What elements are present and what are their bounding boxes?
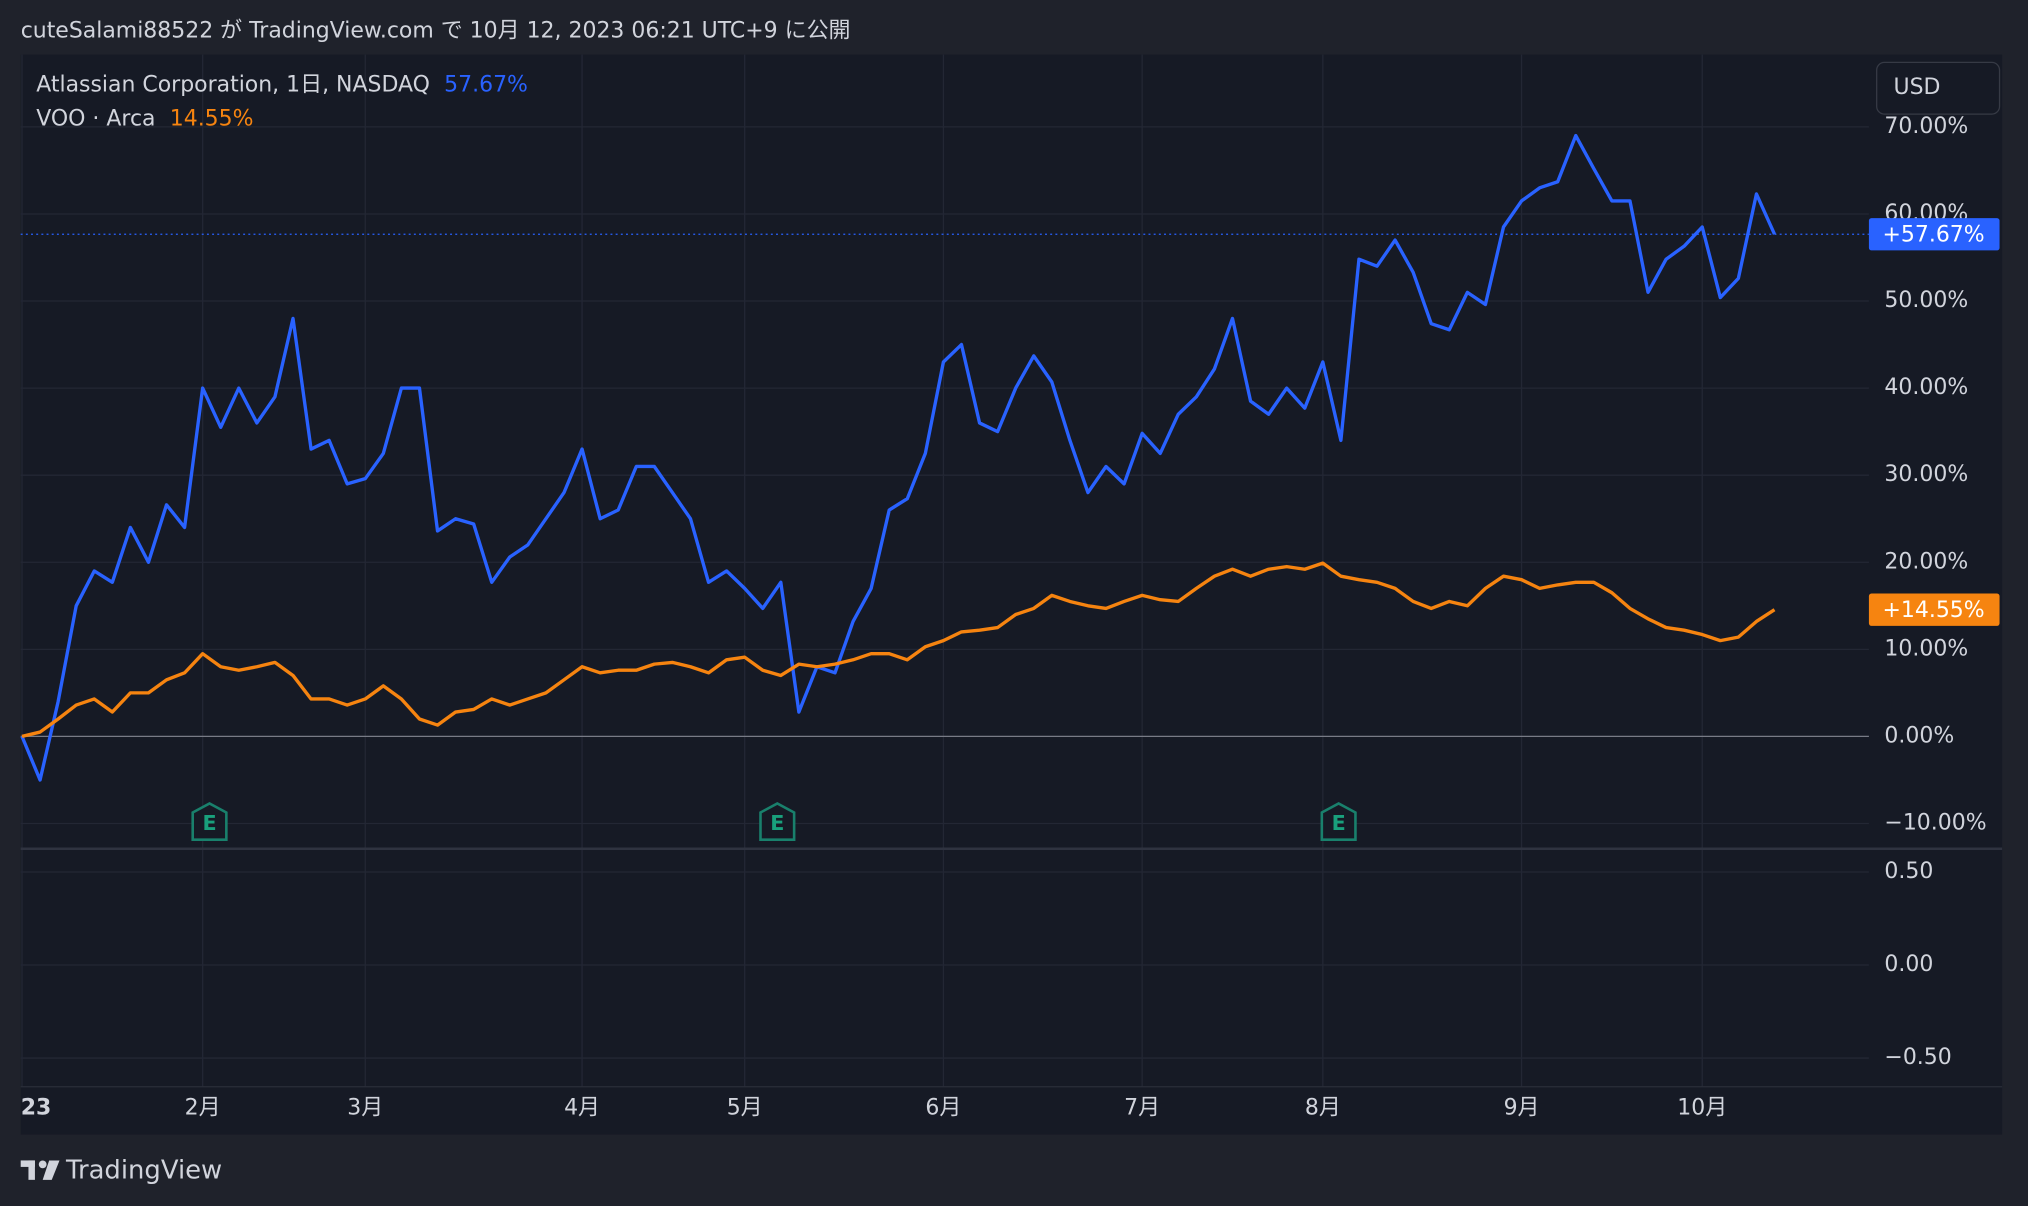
- earnings-marker: E: [191, 802, 228, 841]
- y-tick-label: 40.00%: [1884, 375, 1968, 400]
- x-tick-label: 5月: [727, 1096, 763, 1121]
- currency-label[interactable]: USD: [1893, 75, 1940, 100]
- legend-value: 14.55%: [170, 106, 254, 131]
- earnings-icon: [191, 802, 228, 841]
- earnings-label: E: [770, 811, 784, 835]
- brand-logo: [20, 1160, 60, 1180]
- y-tick-label: 0.50: [1884, 859, 1933, 884]
- price-tag-label: +14.55%: [1882, 598, 1984, 623]
- x-tick-label: 10月: [1677, 1096, 1727, 1121]
- series-line: [21, 561, 1776, 739]
- x-tick-label: 6月: [925, 1096, 961, 1121]
- y-tick-label: −10.00%: [1884, 810, 1986, 835]
- earnings-marker: E: [1320, 802, 1357, 841]
- plot: 23 2月 3月 4月 5月 6月 7月 8月 9月 10月 −10.00% 0.00% 10.00% 2…: [20, 54, 2000, 1121]
- logo-part: [28, 1160, 35, 1180]
- y-tick-label: 30.00%: [1884, 462, 1968, 487]
- chart-area: [20, 54, 2003, 1135]
- y-tick-label: 0.00: [1884, 952, 1933, 977]
- logo-part: [20, 1160, 35, 1167]
- y-tick-label: 50.00%: [1884, 288, 1968, 313]
- earnings-label: E: [202, 811, 216, 835]
- currency-button[interactable]: [1876, 61, 2001, 115]
- brand-name: TradingView: [65, 1155, 222, 1185]
- x-tick-label: 4月: [564, 1096, 600, 1121]
- header-title: cuteSalami88522 が TradingView.com で 10月 …: [21, 18, 851, 43]
- y-tick-label: 20.00%: [1884, 549, 1968, 574]
- series-line: [20, 133, 1777, 782]
- logo-part: [38, 1160, 47, 1169]
- x-tick-label: 9月: [1504, 1096, 1540, 1121]
- earnings-marker: E: [759, 802, 796, 841]
- logo-part: [42, 1160, 60, 1180]
- legend-name: VOO · Arca: [36, 106, 155, 131]
- y-tick-label: 10.00%: [1884, 636, 1968, 661]
- y-tick-label: −0.50: [1884, 1045, 1951, 1070]
- x-tick-label: 3月: [347, 1096, 383, 1121]
- earnings-label: E: [1332, 811, 1346, 835]
- x-tick-label: 7月: [1124, 1096, 1160, 1121]
- price-tag: [1868, 218, 2000, 251]
- earnings-icon: [1320, 802, 1357, 841]
- x-tick-label: 8月: [1305, 1096, 1341, 1121]
- x-tick-label: 2月: [185, 1096, 221, 1121]
- price-tag-label: +57.67%: [1882, 223, 1984, 248]
- y-tick-label: 0.00%: [1884, 723, 1954, 748]
- legend-name: Atlassian Corporation, 1日, NASDAQ: [36, 73, 430, 98]
- price-tag: [1868, 593, 2000, 626]
- x-tick-label: 23: [21, 1096, 52, 1121]
- legend-value: 57.67%: [444, 73, 528, 98]
- earnings-icon: [759, 802, 796, 841]
- y-tick-label: 70.00%: [1884, 114, 1968, 139]
